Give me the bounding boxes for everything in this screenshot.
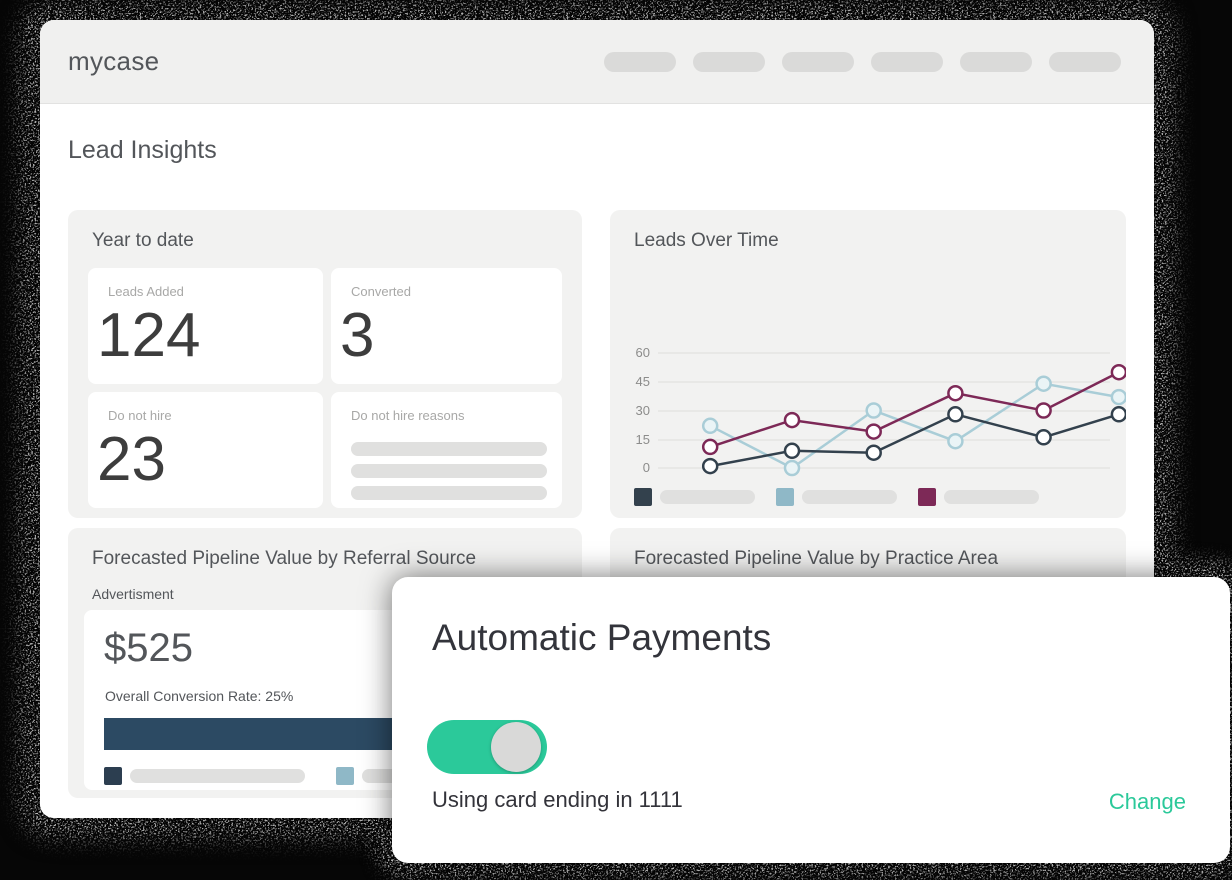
svg-text:60: 60	[636, 345, 650, 360]
svg-text:0: 0	[643, 460, 650, 475]
svg-text:30: 30	[636, 403, 650, 418]
svg-text:15: 15	[636, 432, 650, 447]
svg-text:45: 45	[636, 374, 650, 389]
